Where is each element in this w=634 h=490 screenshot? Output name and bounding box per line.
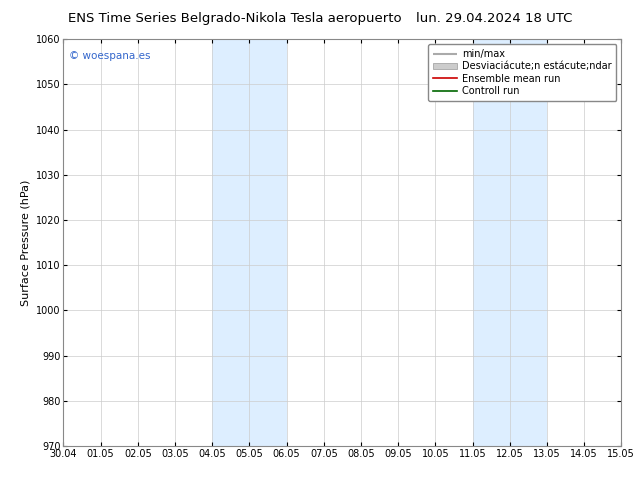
Y-axis label: Surface Pressure (hPa): Surface Pressure (hPa)	[20, 179, 30, 306]
Bar	[472, 39, 547, 446]
Text: © woespana.es: © woespana.es	[69, 51, 150, 61]
Text: ENS Time Series Belgrado-Nikola Tesla aeropuerto: ENS Time Series Belgrado-Nikola Tesla ae…	[68, 12, 401, 25]
Bar	[212, 39, 287, 446]
Legend: min/max, Desviaciácute;n estácute;ndar, Ensemble mean run, Controll run: min/max, Desviaciácute;n estácute;ndar, …	[428, 44, 616, 101]
Text: lun. 29.04.2024 18 UTC: lun. 29.04.2024 18 UTC	[417, 12, 573, 25]
